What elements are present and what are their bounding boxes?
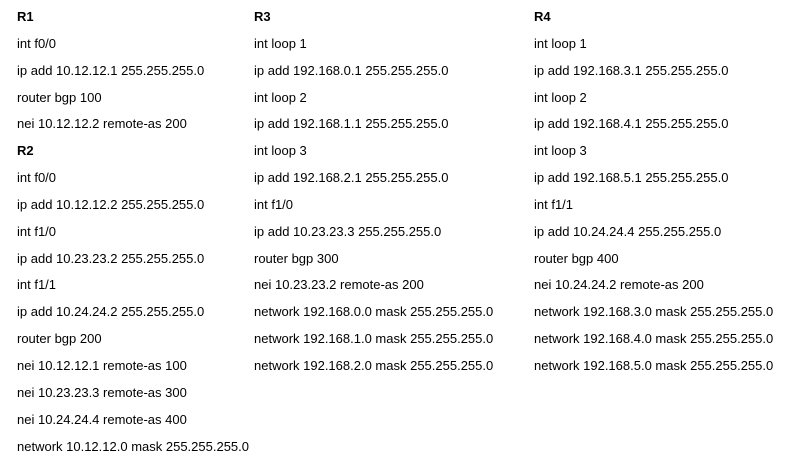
config-line: int f0/0 bbox=[17, 35, 249, 62]
config-line: ip add 192.168.2.1 255.255.255.0 bbox=[254, 169, 493, 196]
config-line: ip add 10.12.12.2 255.255.255.0 bbox=[17, 196, 249, 223]
config-line: network 192.168.3.0 mask 255.255.255.0 bbox=[534, 303, 773, 330]
config-line: network 192.168.1.0 mask 255.255.255.0 bbox=[254, 330, 493, 357]
config-line: ip add 192.168.3.1 255.255.255.0 bbox=[534, 62, 773, 89]
config-line: network 10.12.12.0 mask 255.255.255.0 bbox=[17, 438, 249, 464]
config-line: int f1/1 bbox=[534, 196, 773, 223]
config-line: nei 10.24.24.2 remote-as 200 bbox=[534, 276, 773, 303]
config-line: nei 10.23.23.3 remote-as 300 bbox=[17, 384, 249, 411]
router-heading: R2 bbox=[17, 142, 249, 169]
config-line: ip add 10.24.24.4 255.255.255.0 bbox=[534, 223, 773, 250]
config-line: router bgp 100 bbox=[17, 89, 249, 116]
config-line: int f1/1 bbox=[17, 276, 249, 303]
config-line: router bgp 200 bbox=[17, 330, 249, 357]
config-line: network 192.168.4.0 mask 255.255.255.0 bbox=[534, 330, 773, 357]
config-line: ip add 192.168.4.1 255.255.255.0 bbox=[534, 115, 773, 142]
config-line: int loop 2 bbox=[534, 89, 773, 116]
config-line: nei 10.24.24.4 remote-as 400 bbox=[17, 411, 249, 438]
config-line: network 192.168.0.0 mask 255.255.255.0 bbox=[254, 303, 493, 330]
config-line: ip add 192.168.5.1 255.255.255.0 bbox=[534, 169, 773, 196]
config-line: int f1/0 bbox=[17, 223, 249, 250]
config-line: ip add 10.12.12.1 255.255.255.0 bbox=[17, 62, 249, 89]
config-line: ip add 192.168.1.1 255.255.255.0 bbox=[254, 115, 493, 142]
config-line: nei 10.12.12.1 remote-as 100 bbox=[17, 357, 249, 384]
config-line: router bgp 300 bbox=[254, 250, 493, 277]
router-heading: R3 bbox=[254, 8, 493, 35]
config-line: int f1/0 bbox=[254, 196, 493, 223]
config-line: ip add 10.23.23.3 255.255.255.0 bbox=[254, 223, 493, 250]
config-line: ip add 10.23.23.2 255.255.255.0 bbox=[17, 250, 249, 277]
config-line: int loop 1 bbox=[534, 35, 773, 62]
config-line: nei 10.23.23.2 remote-as 200 bbox=[254, 276, 493, 303]
config-line: int f0/0 bbox=[17, 169, 249, 196]
config-line: router bgp 400 bbox=[534, 250, 773, 277]
config-line: int loop 3 bbox=[254, 142, 493, 169]
router-heading: R1 bbox=[17, 8, 249, 35]
router-heading: R4 bbox=[534, 8, 773, 35]
config-line: ip add 192.168.0.1 255.255.255.0 bbox=[254, 62, 493, 89]
config-line: network 192.168.5.0 mask 255.255.255.0 bbox=[534, 357, 773, 384]
config-line: nei 10.12.12.2 remote-as 200 bbox=[17, 115, 249, 142]
config-line: network 192.168.2.0 mask 255.255.255.0 bbox=[254, 357, 493, 384]
config-line: ip add 10.24.24.2 255.255.255.0 bbox=[17, 303, 249, 330]
config-line: int loop 1 bbox=[254, 35, 493, 62]
config-line: int loop 2 bbox=[254, 89, 493, 116]
config-line: int loop 3 bbox=[534, 142, 773, 169]
